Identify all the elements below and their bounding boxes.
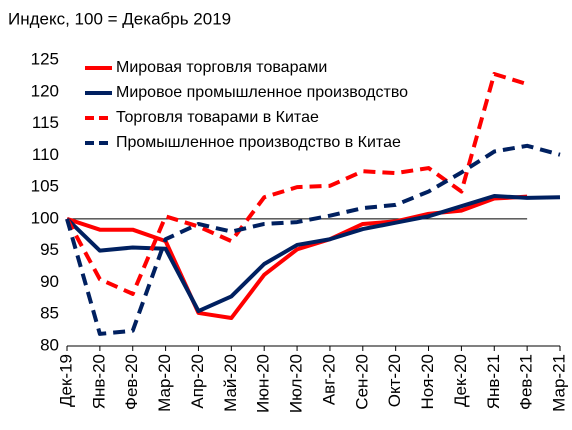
x-tick-label: Сен-20	[352, 354, 371, 410]
x-tick-label: Фев-21	[517, 354, 536, 410]
x-tick-label: Ноя-20	[418, 354, 437, 410]
series-line	[66, 194, 528, 321]
y-tick-label: 115	[32, 113, 59, 132]
series-line	[65, 194, 561, 314]
x-tick-label: Май-20	[221, 354, 240, 412]
x-tick-label: Мар-20	[155, 354, 174, 412]
y-tick-label: 100	[31, 208, 59, 227]
x-tick-label: Дек-19	[56, 354, 75, 407]
x-tick-label: Окт-20	[385, 354, 404, 407]
series-line	[65, 71, 528, 296]
x-tick-label: Янв-20	[89, 354, 108, 409]
x-tick-label: Авг-20	[319, 354, 338, 405]
y-tick-label: 80	[40, 335, 59, 354]
y-tick-label: 95	[40, 240, 59, 259]
x-tick-label: Апр-20	[188, 354, 207, 409]
x-tick-label: Июн-20	[254, 354, 273, 413]
legend-label: Мировая торговля товарами	[116, 59, 327, 76]
series-line	[65, 143, 561, 336]
x-tick-label: Фев-20	[122, 354, 141, 410]
x-tick-label: Дек-20	[451, 354, 470, 407]
legend-label: Промышленное производство в Китае	[116, 134, 401, 151]
legend-label: Торговля товарами в Китае	[116, 109, 319, 126]
legend-label: Мировое промышленное производство	[116, 84, 408, 101]
y-tick-label: 125	[31, 49, 59, 68]
x-tick-label: Янв-21	[484, 354, 503, 409]
x-tick-label: Мар-21	[549, 354, 568, 412]
y-tick-label: 105	[31, 177, 59, 196]
y-tick-label: 120	[31, 81, 59, 100]
y-tick-label: 85	[40, 304, 59, 323]
y-tick-label: 110	[32, 145, 59, 164]
chart-title: Индекс, 100 = Декабрь 2019	[8, 9, 231, 28]
x-tick-label: Июл-20	[287, 354, 306, 413]
y-tick-label: 90	[40, 272, 59, 291]
